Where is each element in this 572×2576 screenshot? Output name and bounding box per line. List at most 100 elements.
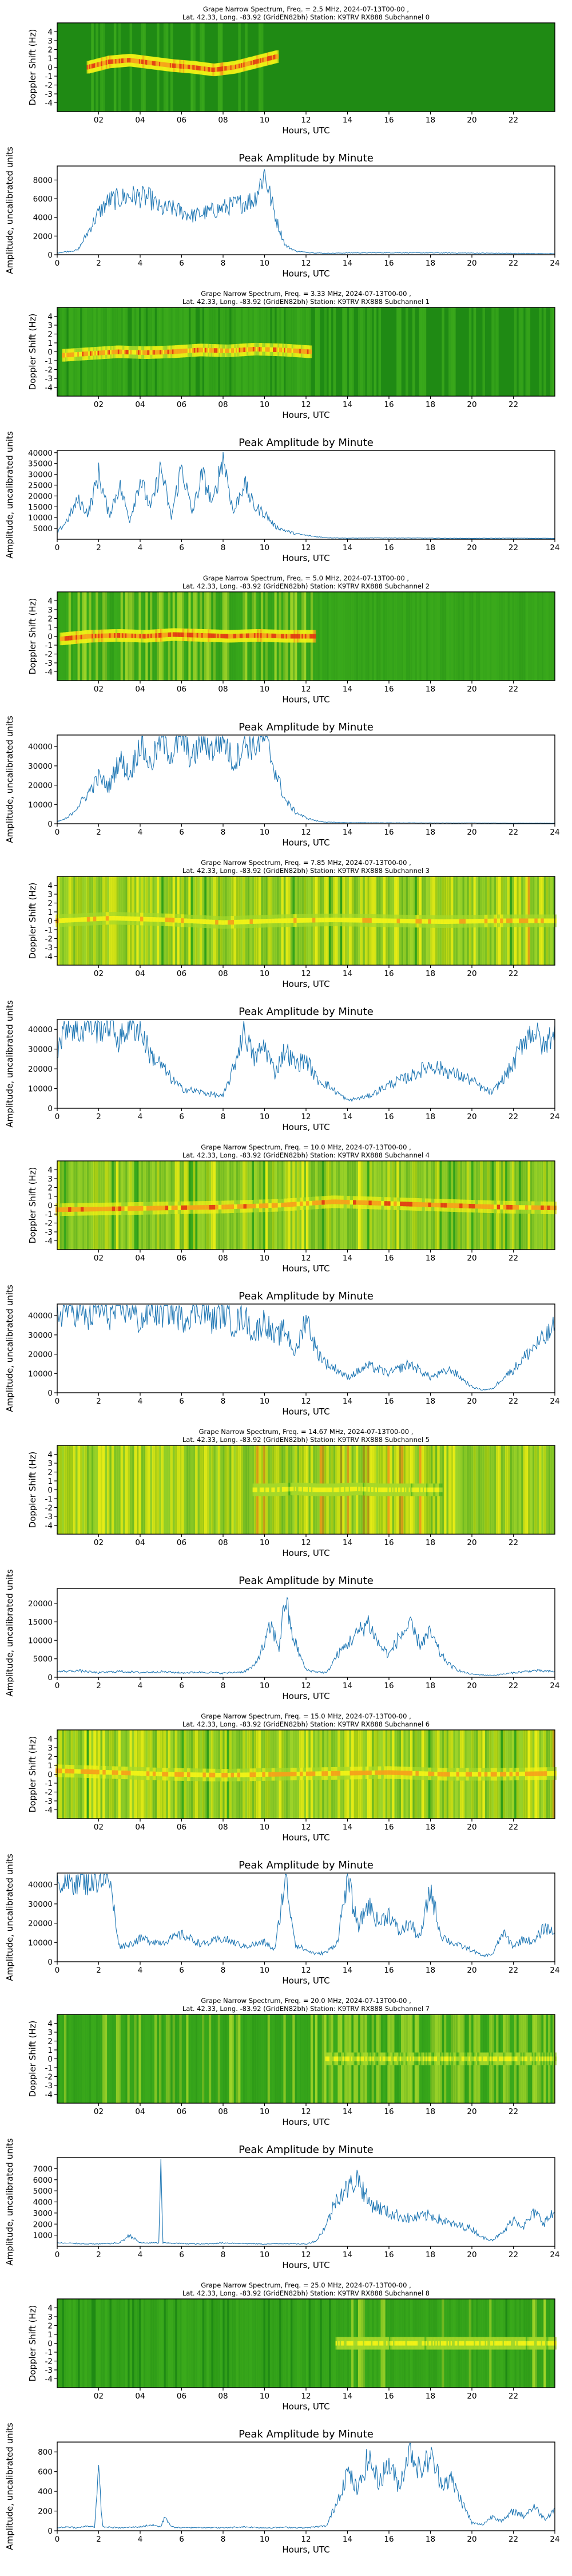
x-tick-label: 04 bbox=[135, 1254, 145, 1263]
spectrogram-trace bbox=[362, 918, 366, 923]
spectrogram-trace bbox=[531, 918, 535, 923]
spectrogram-column bbox=[70, 2299, 74, 2388]
x-tick-label: 08 bbox=[218, 969, 228, 978]
spectrogram-trace bbox=[124, 916, 128, 921]
x-tick-label: 8 bbox=[221, 1681, 226, 1690]
spectrogram-column bbox=[500, 1445, 503, 1534]
x-tick-label: 16 bbox=[384, 1397, 394, 1406]
spectrogram-trace bbox=[443, 1203, 447, 1208]
spectrogram-column bbox=[521, 1445, 524, 1534]
spectrogram-trace bbox=[418, 919, 422, 924]
spectrogram-trace bbox=[328, 1771, 332, 1776]
x-tick-label: 8 bbox=[221, 1112, 226, 1121]
spectrogram-column bbox=[462, 592, 465, 681]
spectrogram-column bbox=[367, 592, 370, 681]
y-tick-label: 1 bbox=[47, 623, 53, 633]
spectrogram-column bbox=[333, 592, 336, 681]
spectrogram-column bbox=[70, 2014, 74, 2103]
spectrogram-trace bbox=[165, 917, 169, 922]
spectrogram-trace bbox=[181, 918, 184, 923]
x-tick-label: 04 bbox=[135, 685, 145, 694]
spectrogram-column bbox=[61, 2014, 65, 2103]
y-tick-label: -4 bbox=[45, 99, 53, 108]
amplitude-title: Peak Amplitude by Minute bbox=[239, 1859, 374, 1871]
spectrogram-trace bbox=[371, 1770, 375, 1775]
x-tick-label: 0 bbox=[55, 543, 60, 552]
x-tick-label: 18 bbox=[426, 543, 435, 552]
x-tick-label: 12 bbox=[301, 1823, 311, 1832]
x-tick-label: 16 bbox=[384, 400, 394, 409]
spectrogram-trace bbox=[296, 1771, 300, 1776]
spectrogram-column bbox=[276, 2014, 280, 2103]
spectrogram-trace bbox=[465, 1203, 469, 1208]
spectrogram-trace bbox=[359, 1200, 363, 1205]
spectrogram-column bbox=[484, 1445, 487, 1534]
spectrogram-column bbox=[116, 1445, 119, 1534]
x-tick-label: 20 bbox=[467, 828, 476, 837]
spectrogram-column bbox=[120, 1445, 124, 1534]
y-tick-label: 1 bbox=[47, 54, 53, 64]
x-tick-label: 06 bbox=[177, 2107, 186, 2116]
spectrogram-column bbox=[428, 592, 431, 681]
spectrogram-trace bbox=[212, 1772, 216, 1777]
x-axis-label: Hours, UTC bbox=[282, 1122, 329, 1132]
spectrogram-column bbox=[249, 2299, 252, 2388]
y-tick-label: -4 bbox=[45, 1806, 53, 1815]
x-axis-label: Hours, UTC bbox=[282, 2260, 329, 2270]
spectrogram-trace bbox=[128, 1771, 131, 1776]
spectrogram-column bbox=[525, 307, 529, 396]
x-tick-label: 12 bbox=[301, 1966, 311, 1975]
y-tick-label: 20000 bbox=[28, 781, 53, 791]
spectrogram-trace bbox=[162, 917, 166, 922]
y-tick-label: -3 bbox=[45, 659, 53, 668]
spectrogram-column bbox=[347, 592, 349, 681]
spectrogram-trace bbox=[130, 1206, 134, 1211]
x-tick-label: 18 bbox=[426, 685, 435, 694]
spectrogram-column bbox=[351, 592, 354, 681]
x-axis-label: Hours, UTC bbox=[282, 1263, 329, 1274]
spectrogram-column bbox=[285, 2299, 288, 2388]
spectrogram-column bbox=[80, 2014, 83, 2103]
spectrogram-trace bbox=[468, 1772, 472, 1777]
spectrogram-trace bbox=[406, 1771, 410, 1776]
spectrogram-trace bbox=[137, 1206, 141, 1211]
y-axis-label: Amplitude, uncalibrated units bbox=[5, 1000, 15, 1128]
spectrogram-trace bbox=[193, 1772, 197, 1777]
spectrogram-trace bbox=[481, 918, 485, 923]
spectrogram-trace bbox=[318, 1771, 322, 1776]
spectrogram-column bbox=[416, 592, 420, 681]
y-tick-label: 3 bbox=[47, 890, 53, 899]
spectrogram-trace bbox=[268, 1772, 272, 1777]
spectrogram-title-line1: Grape Narrow Spectrum, Freq. = 10.0 MHz,… bbox=[201, 1143, 411, 1151]
y-axis-label: Amplitude, uncalibrated units bbox=[5, 147, 15, 274]
x-tick-label: 08 bbox=[218, 1254, 228, 1263]
spectrogram-trace bbox=[340, 918, 344, 923]
spectrogram-trace bbox=[453, 919, 456, 924]
spectrogram-trace bbox=[500, 1204, 503, 1210]
spectrogram-trace bbox=[509, 1204, 513, 1210]
spectrogram-trace bbox=[105, 1206, 109, 1211]
x-tick-label: 06 bbox=[177, 400, 186, 409]
spectrogram-column bbox=[466, 1445, 470, 1534]
spectrogram-column bbox=[143, 1445, 146, 1534]
spectrogram-trace bbox=[437, 1772, 441, 1777]
spectrogram-column bbox=[340, 592, 343, 681]
spectrogram-column bbox=[127, 2014, 130, 2103]
spectrogram-column bbox=[543, 1445, 546, 1534]
spectrogram-column bbox=[374, 592, 377, 681]
spectrogram-column bbox=[489, 592, 492, 681]
spectrogram-trace bbox=[440, 919, 444, 924]
y-tick-label: 0 bbox=[47, 1673, 53, 1682]
spectrogram-column bbox=[107, 1445, 110, 1534]
spectrogram-trace bbox=[212, 919, 216, 924]
spectrogram-trace bbox=[174, 1772, 178, 1777]
spectrogram-column bbox=[394, 592, 397, 681]
spectrogram-title-line2: Lat. 42.33, Long. -83.92 (GridEN82bh) St… bbox=[182, 867, 430, 875]
x-tick-label: 2 bbox=[96, 259, 101, 268]
spectrogram-trace bbox=[99, 1207, 103, 1212]
spectrogram-trace bbox=[80, 1207, 84, 1212]
spectrogram-column bbox=[539, 592, 542, 681]
spectrogram-trace bbox=[478, 1204, 482, 1209]
spectrogram-title-line2: Lat. 42.33, Long. -83.92 (GridEN82bh) St… bbox=[182, 1151, 430, 1159]
spectrogram-trace bbox=[396, 918, 400, 923]
